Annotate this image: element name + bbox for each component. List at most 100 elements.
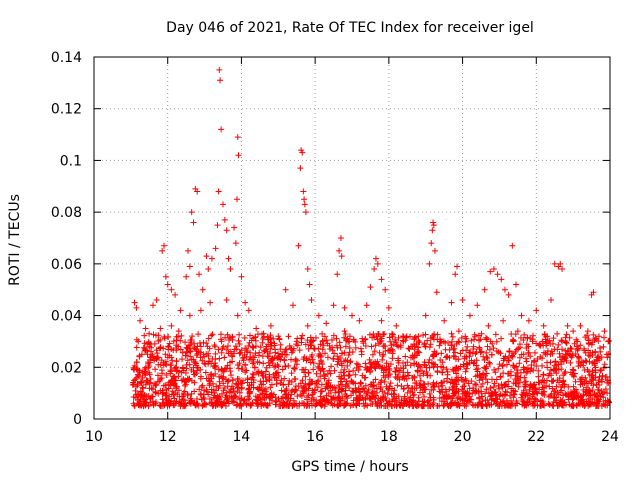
data-point: [426, 402, 433, 409]
data-point: [525, 390, 532, 397]
data-point: [133, 359, 140, 366]
data-point: [191, 359, 198, 366]
data-point: [304, 394, 311, 401]
data-point: [456, 339, 463, 346]
data-point: [545, 400, 552, 407]
data-point: [596, 381, 603, 388]
data-point: [207, 371, 214, 378]
data-point: [153, 297, 160, 304]
data-point: [301, 354, 308, 361]
data-point: [131, 402, 138, 409]
data-point: [549, 350, 556, 357]
data-point: [592, 391, 599, 398]
data-point: [529, 338, 536, 345]
data-point: [180, 390, 187, 397]
y-tick-label: 0.06: [51, 257, 82, 273]
data-point: [404, 369, 411, 376]
data-point: [540, 371, 547, 378]
data-point: [430, 336, 437, 343]
data-point: [336, 339, 343, 346]
data-point: [595, 333, 602, 340]
data-point: [306, 281, 313, 288]
data-point: [130, 379, 137, 386]
data-point: [301, 196, 308, 203]
data-point: [131, 299, 138, 306]
data-point: [184, 357, 191, 364]
data-point: [322, 385, 329, 392]
data-point: [160, 389, 167, 396]
data-point: [377, 397, 384, 404]
data-point: [509, 401, 516, 408]
data-point: [302, 341, 309, 348]
data-point: [415, 402, 422, 409]
data-point: [368, 395, 375, 402]
data-point: [217, 77, 224, 84]
data-point: [304, 400, 311, 407]
data-point: [558, 361, 565, 368]
data-point: [520, 351, 527, 358]
data-point: [362, 402, 369, 409]
data-point: [462, 338, 469, 345]
data-point: [571, 373, 578, 380]
data-point: [545, 393, 552, 400]
data-point: [134, 366, 141, 373]
data-point: [211, 342, 218, 349]
data-point: [324, 379, 331, 386]
data-point: [315, 363, 322, 370]
data-point: [424, 398, 431, 405]
data-point: [526, 395, 533, 402]
data-point: [344, 335, 351, 342]
data-point: [288, 378, 295, 385]
data-point: [291, 364, 298, 371]
data-point: [280, 381, 287, 388]
data-point: [170, 338, 177, 345]
data-point: [540, 349, 547, 356]
data-point: [445, 339, 452, 346]
data-point: [510, 390, 517, 397]
data-point: [430, 219, 437, 226]
data-point: [285, 395, 292, 402]
data-point: [214, 398, 221, 405]
data-point: [556, 401, 563, 408]
data-point: [510, 394, 517, 401]
data-point: [230, 394, 237, 401]
data-point: [417, 382, 424, 389]
data-point: [194, 395, 201, 402]
data-point: [466, 312, 473, 319]
data-point: [335, 402, 342, 409]
data-point: [155, 332, 162, 339]
data-point: [308, 398, 315, 405]
data-point: [138, 351, 145, 358]
data-point: [387, 338, 394, 345]
data-point: [272, 370, 279, 377]
data-point: [268, 343, 275, 350]
data-point: [190, 219, 197, 226]
data-point: [319, 366, 326, 373]
data-point: [387, 346, 394, 353]
data-point: [455, 388, 462, 395]
data-point: [320, 342, 327, 349]
data-point: [173, 333, 180, 340]
data-point: [462, 333, 469, 340]
data-point: [510, 380, 517, 387]
data-point: [166, 352, 173, 359]
x-tick-label: 22: [527, 429, 545, 445]
data-point: [569, 366, 576, 373]
data-point: [245, 307, 252, 314]
data-point: [393, 342, 400, 349]
data-point: [423, 368, 430, 375]
data-point: [348, 392, 355, 399]
data-point: [252, 334, 259, 341]
data-point: [141, 340, 148, 347]
data-point: [503, 361, 510, 368]
data-point: [477, 336, 484, 343]
data-point: [302, 209, 309, 216]
data-point: [153, 347, 160, 354]
data-point: [424, 337, 431, 344]
data-point: [236, 331, 243, 338]
data-point: [488, 391, 495, 398]
data-point: [316, 350, 323, 357]
data-point: [385, 400, 392, 407]
data-point: [383, 360, 390, 367]
data-point: [335, 394, 342, 401]
